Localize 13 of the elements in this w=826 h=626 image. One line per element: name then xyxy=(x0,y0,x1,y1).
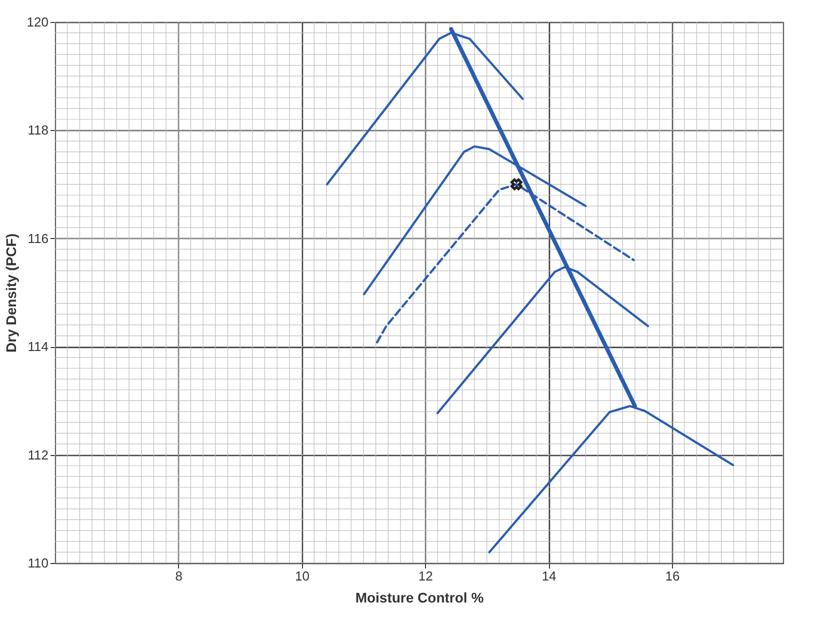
y-tick-label: 112 xyxy=(28,447,48,462)
y-tick-label: 114 xyxy=(28,339,48,354)
x-tick-label: 16 xyxy=(665,568,680,584)
x-axis-title: Moisture Control % xyxy=(355,590,484,606)
y-tick-label: 110 xyxy=(28,556,48,570)
x-tick-label: 12 xyxy=(418,568,433,584)
x-tick-label: 14 xyxy=(542,568,556,584)
y-axis-title: Dry Density (PCF) xyxy=(2,233,19,353)
y-tick-label: 118 xyxy=(28,122,48,138)
y-tick-label: 120 xyxy=(26,14,48,30)
x-tick-label: 8 xyxy=(175,568,183,584)
y-tick-label: 116 xyxy=(28,230,48,246)
x-tick-label: 10 xyxy=(295,568,310,584)
